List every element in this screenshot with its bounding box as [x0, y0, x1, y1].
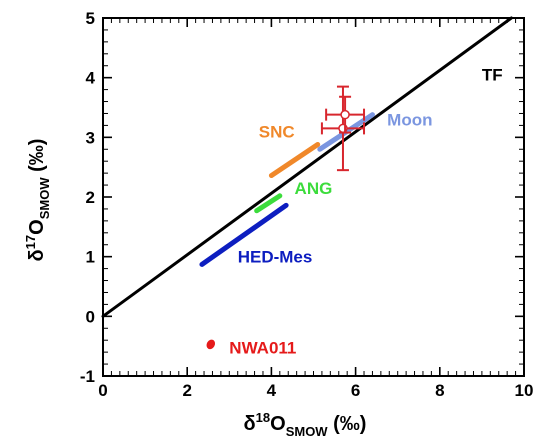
y-axis-prefix: δ — [26, 249, 48, 261]
x-tick-label: 4 — [267, 381, 277, 400]
x-tick-label: 0 — [98, 381, 107, 400]
x-tick-label: 6 — [351, 381, 360, 400]
y-tick-label: 4 — [86, 69, 96, 88]
x-axis-sup: 18 — [256, 410, 270, 425]
x-axis-prefix: δ — [244, 413, 256, 435]
y-tick-label: -1 — [80, 367, 95, 386]
y-tick-label: 0 — [86, 307, 95, 326]
annotation-ang: ANG — [295, 179, 333, 198]
series-snc-line — [268, 141, 321, 179]
plot-frame — [102, 17, 525, 377]
y-tick-label: 5 — [86, 9, 95, 28]
series-tf-line — [101, 16, 513, 318]
x-axis-main: O — [270, 413, 286, 435]
annotation-hed-mes: HED-Mes — [238, 248, 313, 267]
y-tick-label: 1 — [86, 248, 95, 267]
y-axis-main: O — [26, 219, 48, 235]
error-point-marker — [340, 109, 350, 120]
y-tick-label: 3 — [86, 128, 95, 147]
annotation-nwa011: NWA011 — [229, 338, 296, 357]
y-axis-sup: 17 — [23, 235, 38, 249]
annotation-moon: Moon — [387, 110, 432, 129]
y-axis-sub: SMOW — [37, 177, 52, 220]
y-axis-unit: (‰) — [26, 139, 48, 178]
series-nwa011-marker — [206, 339, 216, 350]
x-axis-unit: (‰) — [328, 413, 367, 435]
annotation-snc: SNC — [259, 122, 295, 141]
plot-data — [101, 16, 513, 350]
series-hed-mes-line — [199, 202, 289, 267]
annotation-tf: TF — [482, 66, 503, 85]
x-axis-title: δ18OSMOW (‰) — [244, 410, 367, 439]
x-tick-label: 10 — [515, 381, 534, 400]
x-tick-label: 2 — [182, 381, 191, 400]
y-axis-title: δ17OSMOW (‰) — [23, 139, 52, 262]
x-tick-label: 8 — [435, 381, 444, 400]
y-tick-label: 2 — [86, 188, 95, 207]
series-ang-line — [254, 193, 283, 214]
x-axis-sub: SMOW — [286, 424, 329, 439]
